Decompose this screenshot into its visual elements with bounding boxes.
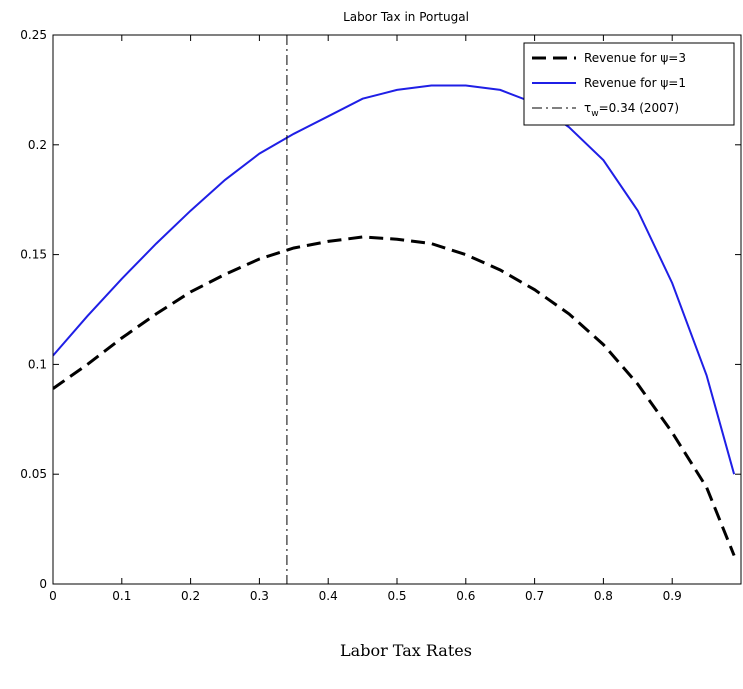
x-tick-label: 0.6 — [456, 589, 475, 603]
x-tick-label: 0.3 — [250, 589, 269, 603]
y-tick-label: 0.2 — [28, 138, 47, 152]
plot-area — [53, 35, 736, 584]
series-line-psi3 — [53, 235, 736, 557]
x-tick-label: 0.5 — [387, 589, 406, 603]
y-tick-label: 0.25 — [20, 28, 47, 42]
x-tick-label: 0.8 — [594, 589, 613, 603]
axes: 0 0.1 0.2 0.3 0.4 0.5 0.6 0.7 0.8 0.9 0 0.05 0.1 0.15… — [20, 28, 742, 603]
x-tick-label: 0 — [49, 589, 57, 603]
chart-title: Labor Tax in Portugal — [343, 10, 469, 24]
x-tick-label: 0.7 — [525, 589, 544, 603]
y-tick-label: 0.15 — [20, 248, 47, 262]
y-tick-label: 0.1 — [28, 357, 47, 371]
x-axis-label: Labor Tax Rates — [340, 641, 472, 660]
legend: Revenue for ψ=3 Revenue for ψ=1 τw=0.34 (2… — [523, 42, 735, 126]
y-tick-label: 0.05 — [20, 467, 47, 481]
x-tick-label: 0.1 — [112, 589, 131, 603]
x-tick-label: 0.4 — [319, 589, 338, 603]
legend-entry-label: Revenue for ψ=1 — [584, 76, 686, 90]
legend-entry-label: Revenue for ψ=3 — [584, 51, 686, 65]
x-tick-label: 0.9 — [663, 589, 682, 603]
x-tick-label: 0.2 — [181, 589, 200, 603]
series-line-psi1 — [53, 84, 736, 475]
y-tick-label: 0 — [39, 577, 47, 591]
legend-entry-label: τw=0.34 (2007) — [584, 101, 679, 119]
